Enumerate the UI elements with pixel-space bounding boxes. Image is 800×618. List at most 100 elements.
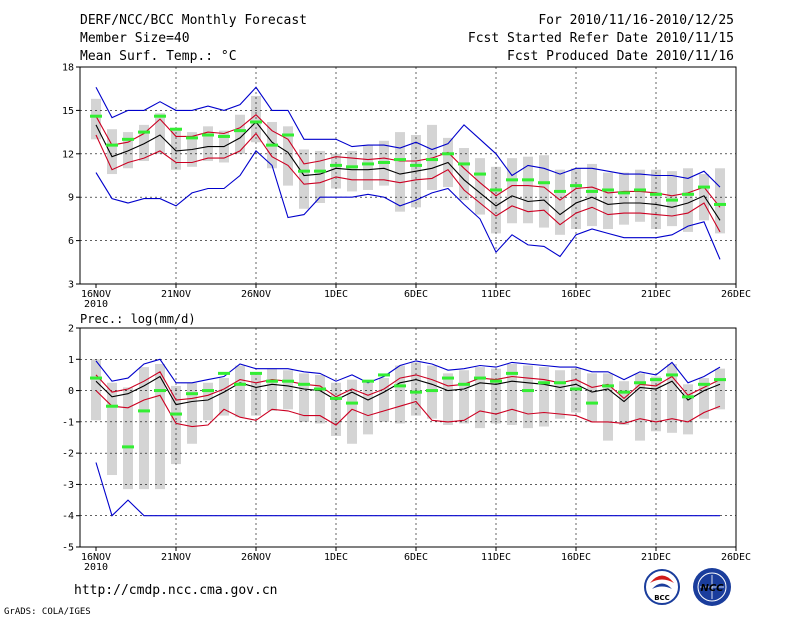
ncc-logo-cross [700,575,724,599]
temperature-xtick-label-8: 26DEC [721,289,751,300]
temperature-box-35 [635,169,645,222]
precipitation-box-23 [443,373,453,425]
precipitation-xtick-label-6: 16DEC [561,552,591,563]
precipitation-ytick-label--5: -5 [62,543,74,554]
temperature-box-29 [539,155,549,228]
precipitation-box-1 [91,359,101,421]
temperature-ytick-label-3: 3 [68,280,74,291]
temperature-box-30 [555,169,565,235]
temperature-marker-28 [522,178,534,182]
precipitation-marker-14 [298,382,310,386]
temperature-box-15 [315,150,325,203]
temperature-box-6 [171,129,181,170]
temperature-box-5 [155,113,165,154]
precipitation-marker-37 [666,373,678,377]
precipitation-xtick-label-2: 26NOV [241,552,271,563]
temperature-box-32 [587,163,597,227]
temperature-box-4 [139,124,149,162]
temperature-ytick-label-15: 15 [62,106,74,117]
precipitation-marker-13 [282,379,294,383]
precipitation-box-35 [635,373,645,441]
precipitation-box-15 [315,374,325,424]
temperature-box-14 [299,149,309,209]
temperature-box-34 [619,172,629,225]
precipitation-box-37 [667,363,677,433]
precipitation-marker-22 [426,389,438,393]
precipitation-line-max [95,358,721,384]
temperature-line-minus_spread [95,132,721,233]
precipitation-box-25 [475,367,485,429]
temperature-box-10 [235,114,245,154]
temperature-marker-17 [346,165,358,169]
precipitation-ytick-label-0: 0 [68,386,74,397]
precipitation-marker-33 [602,384,614,388]
temperature-panel: 3 6 9 12 15 18 16NOV 21NOV 26NOV 1DEC 6DEC 11DEC 16D… [62,63,751,311]
precipitation-box-33 [603,373,613,441]
precipitation-marker-9 [218,371,230,375]
temperature-box-8 [203,126,213,162]
temperature-line-min [95,150,721,260]
ncc-logo-text: NCC [700,583,724,594]
temperature-marker-19 [378,160,390,164]
bcc-logo-ring [644,569,680,605]
temperature-box-36 [651,169,661,230]
temperature-marker-20 [394,158,406,162]
temperature-marker-32 [586,189,598,193]
temperature-box-11 [251,95,261,143]
temperature-marker-3 [122,137,134,141]
temperature-box-24 [459,148,469,201]
precipitation-box-9 [219,378,229,416]
precipitation-panel: -5 -4 -3 -2 -1 0 1 2 16NOV 21NOV 26NOV 1DEC 6DEC 11DE… [62,324,751,574]
precipitation-marker-17 [346,401,358,405]
precipitation-box-7 [187,382,197,444]
precipitation-marker-38 [682,395,694,399]
produced-date: Fcst Produced Date 2010/11/16 [507,49,734,64]
precipitation-marker-11 [250,371,262,375]
precipitation-marker-6 [170,412,182,416]
precipitation-marker-16 [330,396,342,400]
temperature-marker-26 [490,188,502,192]
precipitation-box-13 [283,370,293,410]
precipitation-box-12 [267,368,277,411]
temperature-xtick-label-0: 16NOV [81,289,111,300]
precipitation-marker-5 [154,389,166,393]
temperature-marker-16 [330,163,342,167]
temperature-ytick-label-9: 9 [68,193,74,204]
precipitation-box-8 [203,382,213,421]
temperature-marker-38 [682,192,694,196]
precipitation-marker-18 [362,379,374,383]
chart-title: DERF/NCC/BCC Monthly Forecast [80,13,307,28]
temperature-box-27 [507,158,517,224]
precip-panel-title: Prec.: log(mm/d) [80,312,196,326]
temperature-year-label: 2010 [84,299,108,310]
ncc-logo: NCC [693,568,731,606]
precipitation-marker-36 [650,378,662,382]
precipitation-marker-7 [186,392,198,396]
temperature-marker-24 [458,162,470,166]
precipitation-marker-1 [90,376,102,380]
ncc-logo-ring [697,572,727,602]
precipitation-xtick-label-1: 21NOV [161,552,191,563]
temperature-marker-9 [218,134,230,138]
precipitation-box-26 [491,368,501,424]
precipitation-box-14 [299,373,309,422]
temperature-ytick-label-12: 12 [62,149,74,160]
temperature-box-22 [427,124,437,190]
precipitation-marker-35 [634,381,646,385]
precipitation-marker-2 [106,404,118,408]
precipitation-year-label: 2010 [84,562,108,573]
precipitation-box-29 [539,367,549,427]
precipitation-marker-26 [490,379,502,383]
temperature-box-17 [347,150,357,192]
precipitation-marker-39 [698,382,710,386]
precipitation-marker-40 [714,378,726,382]
temperature-marker-15 [314,169,326,173]
temperature-box-1 [91,98,101,140]
temperature-marker-35 [634,188,646,192]
temperature-ytick-label-18: 18 [62,63,74,74]
temperature-marker-37 [666,198,678,202]
temperature-line-mean [95,121,721,221]
temperature-line-plus_spread [95,113,721,208]
precipitation-marker-3 [122,445,134,449]
